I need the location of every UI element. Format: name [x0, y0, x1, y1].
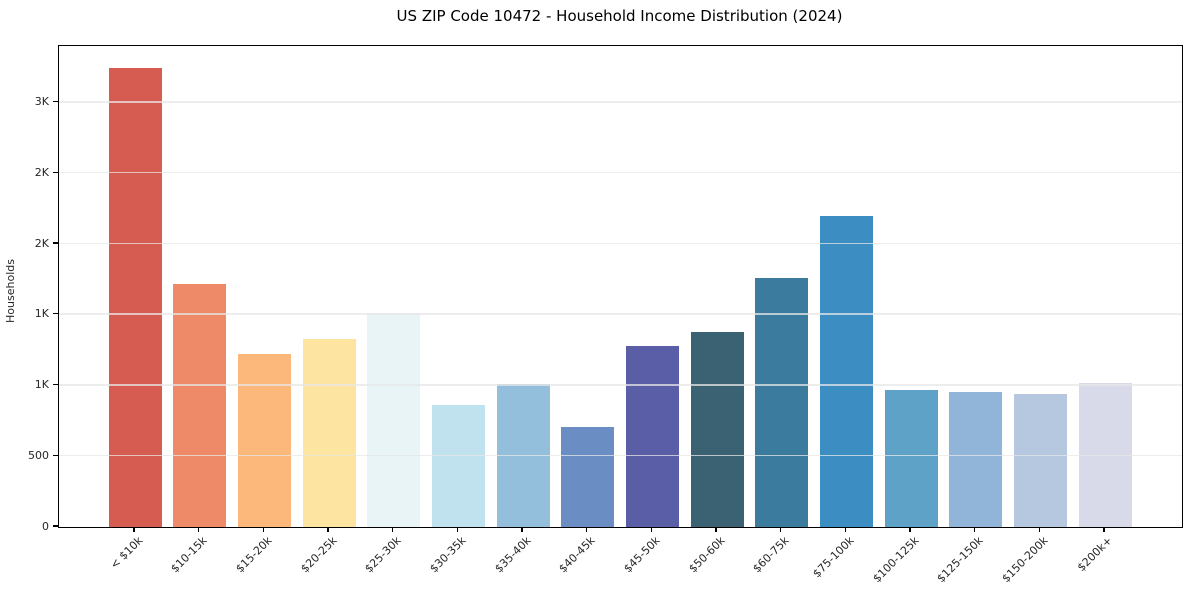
x-tick-label-text: $20-25k — [297, 534, 340, 576]
x-tick-mark — [392, 527, 394, 532]
y-tick-label: 500 — [28, 448, 49, 462]
x-tick-mark — [1038, 527, 1041, 532]
x-tick-mark — [198, 527, 200, 532]
x-tick-label-text: $200k+ — [1075, 534, 1116, 575]
x-tick-label-text: $45-50k — [621, 534, 663, 576]
x-tick-mark — [715, 527, 717, 532]
x-tick-label-text: $125-150k — [934, 534, 986, 586]
x-tick-label-text: $150-200k — [999, 534, 1051, 586]
x-tick-mark — [456, 527, 459, 532]
y-tick-mark — [53, 383, 58, 386]
gridline-2500 — [59, 171, 1182, 174]
y-tick-mark — [53, 100, 58, 103]
x-tick-label-text: < $10k — [107, 534, 146, 572]
gridline-3000 — [59, 101, 1182, 103]
bar-$50-60k — [690, 331, 744, 527]
y-tick-label: 0 — [42, 519, 49, 533]
x-tick-mark — [844, 527, 847, 532]
bar-$15-20k — [237, 353, 291, 527]
x-tick-label-text: $50-60k — [685, 534, 728, 576]
bar-$30-35k — [431, 404, 485, 527]
x-tick-mark — [586, 527, 588, 532]
gridline-1000 — [59, 384, 1182, 386]
y-tick-mark — [53, 525, 58, 527]
plot-area — [58, 45, 1183, 528]
y-tick-label: 2K — [34, 236, 49, 250]
x-tick-mark — [1103, 527, 1105, 532]
x-tick-mark — [262, 527, 265, 532]
gridline-1500 — [59, 313, 1182, 315]
bar-$100-125k — [884, 390, 938, 527]
bar-$125-150k — [949, 391, 1003, 527]
x-tick-label-text: $100-125k — [870, 534, 922, 586]
y-tick-label: 2K — [34, 165, 49, 179]
y-tick-label: 3K — [34, 95, 49, 109]
bar-$60-75k — [755, 278, 809, 527]
y-tick-label: 1K — [34, 378, 49, 392]
y-tick-label: 1K — [34, 307, 49, 321]
bar-$10-15k — [173, 283, 227, 527]
x-tick-mark — [133, 527, 135, 532]
chart-title: US ZIP Code 10472 - Household Income Dis… — [396, 7, 843, 25]
bar-$150-200k — [1013, 394, 1067, 527]
x-tick-mark — [327, 527, 329, 532]
y-tick-mark — [53, 242, 58, 244]
x-tick-mark — [974, 527, 976, 532]
x-tick-mark — [521, 527, 523, 532]
bar-$200k+ — [1078, 382, 1132, 527]
x-tick-label-text: $25-30k — [362, 534, 404, 576]
x-tick-label-text: $35-40k — [491, 534, 534, 576]
x-tick-label-text: $60-75k — [750, 534, 792, 576]
bar-$75-100k — [819, 215, 873, 527]
bar-$20-25k — [302, 339, 356, 527]
x-tick-label-text: $40-45k — [556, 534, 598, 576]
x-tick-mark — [780, 527, 782, 532]
x-tick-mark — [909, 527, 911, 532]
y-tick-mark — [53, 454, 58, 456]
y-tick-mark — [53, 171, 58, 174]
bar-$40-45k — [561, 426, 615, 527]
bar-$25-30k — [367, 312, 421, 527]
x-tick-label-text: $15-20k — [233, 534, 275, 576]
x-tick-mark — [650, 527, 653, 532]
gridline-2000 — [59, 242, 1182, 245]
x-tick-label-text: $75-100k — [810, 534, 857, 581]
x-tick-label-text: $10-15k — [168, 534, 210, 576]
gridline-500 — [59, 454, 1182, 457]
y-tick-mark — [53, 313, 58, 315]
bar-$45-50k — [625, 345, 679, 527]
bar-< $10k — [108, 68, 162, 527]
x-tick-label-text: $30-35k — [427, 534, 469, 576]
